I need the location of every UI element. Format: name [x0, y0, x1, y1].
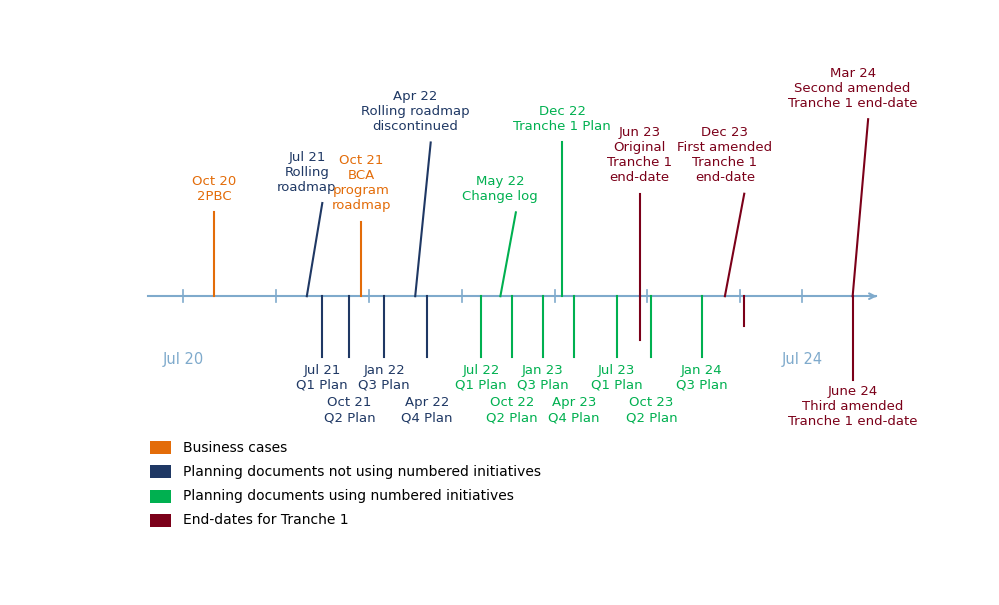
Text: Jul 20: Jul 20: [162, 352, 204, 367]
Text: Oct 22
Q2 Plan: Oct 22 Q2 Plan: [487, 396, 537, 424]
Bar: [150, 465, 172, 479]
Text: Oct 23
Q2 Plan: Oct 23 Q2 Plan: [625, 396, 677, 424]
Text: Planning documents not using numbered initiatives: Planning documents not using numbered in…: [183, 465, 540, 479]
Text: Jul 21
Rolling
roadmap: Jul 21 Rolling roadmap: [277, 151, 337, 194]
Bar: [150, 514, 172, 527]
Text: Oct 21
Q2 Plan: Oct 21 Q2 Plan: [324, 396, 376, 424]
Text: Jan 23
Q3 Plan: Jan 23 Q3 Plan: [517, 364, 568, 392]
Text: June 24
Third amended
Tranche 1 end-date: June 24 Third amended Tranche 1 end-date: [788, 385, 917, 428]
Text: Jan 22
Q3 Plan: Jan 22 Q3 Plan: [359, 364, 410, 392]
Text: Apr 23
Q4 Plan: Apr 23 Q4 Plan: [548, 396, 599, 424]
Text: Dec 22
Tranche 1 Plan: Dec 22 Tranche 1 Plan: [513, 105, 611, 133]
Text: Apr 22
Q4 Plan: Apr 22 Q4 Plan: [401, 396, 453, 424]
Bar: [150, 489, 172, 503]
Bar: [150, 441, 172, 454]
Text: Business cases: Business cases: [183, 440, 287, 454]
Text: Jul 24: Jul 24: [782, 352, 823, 367]
Text: Oct 21
BCA
program
roadmap: Oct 21 BCA program roadmap: [332, 154, 391, 212]
Text: End-dates for Tranche 1: End-dates for Tranche 1: [183, 513, 349, 528]
Text: Oct 20
2PBC: Oct 20 2PBC: [192, 175, 236, 203]
Text: Planning documents using numbered initiatives: Planning documents using numbered initia…: [183, 489, 513, 503]
Text: Apr 22
Rolling roadmap
discontinued: Apr 22 Rolling roadmap discontinued: [361, 90, 470, 133]
Text: Jul 22
Q1 Plan: Jul 22 Q1 Plan: [456, 364, 506, 392]
Text: Jul 21
Q1 Plan: Jul 21 Q1 Plan: [297, 364, 348, 392]
Text: Mar 24
Second amended
Tranche 1 end-date: Mar 24 Second amended Tranche 1 end-date: [788, 67, 917, 110]
Text: Jun 23
Original
Tranche 1
end-date: Jun 23 Original Tranche 1 end-date: [607, 126, 672, 185]
Text: Jul 23
Q1 Plan: Jul 23 Q1 Plan: [590, 364, 642, 392]
Text: May 22
Change log: May 22 Change log: [463, 175, 538, 203]
Text: Jan 24
Q3 Plan: Jan 24 Q3 Plan: [676, 364, 727, 392]
Text: Dec 23
First amended
Tranche 1
end-date: Dec 23 First amended Tranche 1 end-date: [677, 126, 772, 185]
